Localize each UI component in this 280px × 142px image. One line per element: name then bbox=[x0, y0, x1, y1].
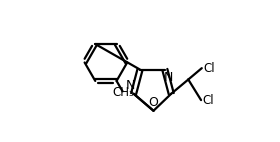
Text: CH₃: CH₃ bbox=[112, 86, 134, 99]
Text: N: N bbox=[126, 79, 135, 92]
Text: N: N bbox=[163, 71, 173, 84]
Text: Cl: Cl bbox=[203, 62, 214, 75]
Text: O: O bbox=[149, 96, 158, 109]
Text: Cl: Cl bbox=[202, 94, 214, 107]
